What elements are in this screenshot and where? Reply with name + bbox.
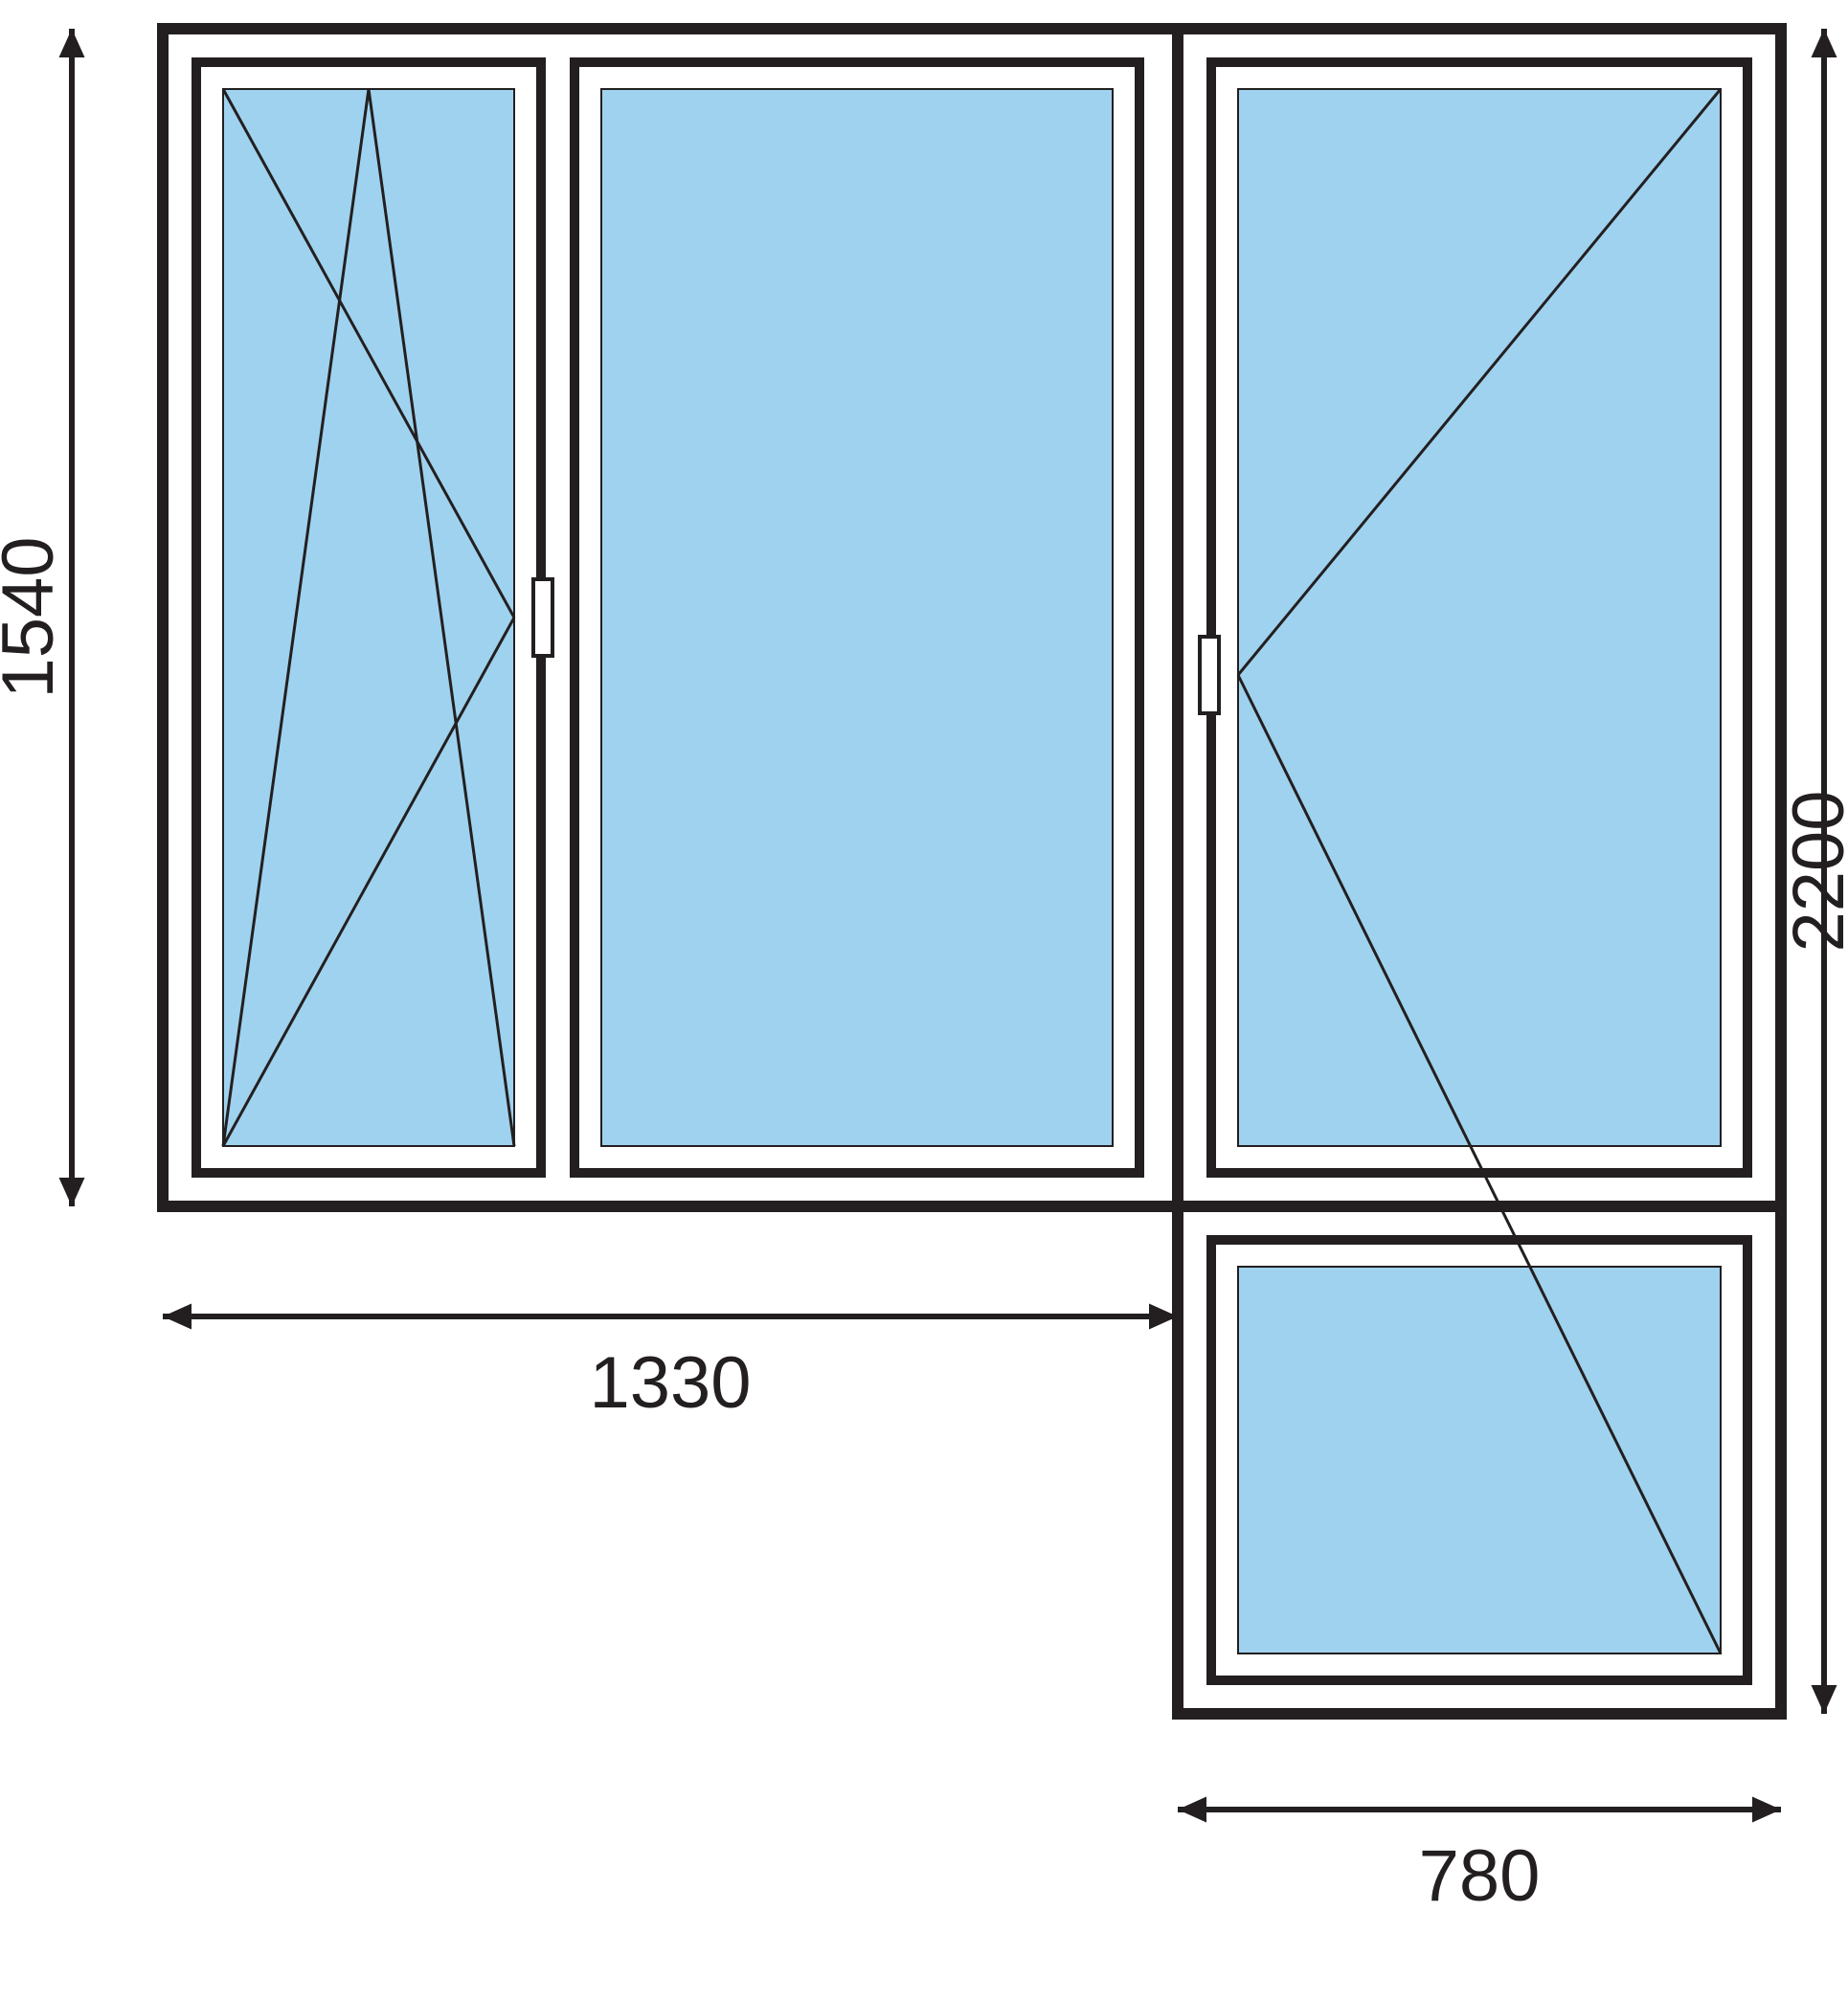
left_height-label: 1540	[0, 536, 69, 698]
left-handle	[533, 579, 552, 656]
right_height-label: 2200	[1778, 790, 1848, 952]
window-diagram: 1540 2200 1330 780	[0, 0, 1848, 2002]
door-top-glass	[1238, 89, 1721, 1146]
door-handle	[1200, 637, 1219, 713]
window_width-label: 1330	[589, 1342, 751, 1424]
door-bottom-glass	[1238, 1267, 1721, 1653]
left-glass	[223, 89, 514, 1146]
door_width-label: 780	[1419, 1835, 1541, 1917]
middle-glass	[601, 89, 1113, 1146]
